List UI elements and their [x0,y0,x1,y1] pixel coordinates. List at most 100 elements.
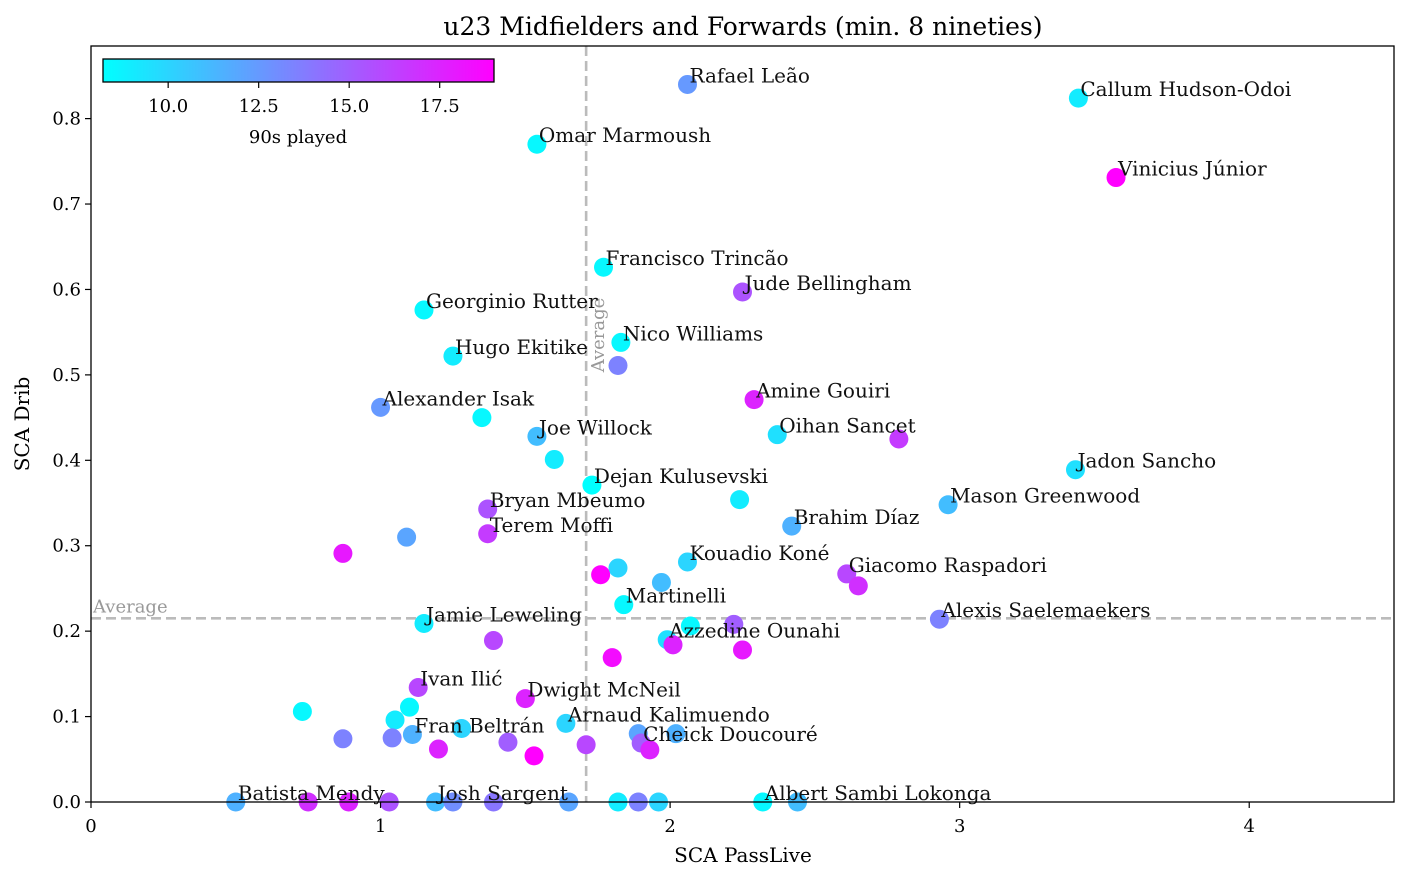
data-point [498,732,518,752]
data-point [527,134,547,154]
point-label: Jude Bellingham [743,271,912,295]
data-points [226,74,1126,812]
point-label: Rafael Leão [689,63,809,87]
data-point [472,408,492,428]
colorbar-ticks: 10.0 12.5 15.0 17.5 [148,82,460,117]
point-label: Bryan Mbeumo [490,488,646,512]
y-tick-label: 0.2 [52,621,81,642]
data-point [408,678,428,698]
point-label: Azzedine Ounahi [668,619,840,643]
x-tick-label: 2 [664,816,675,837]
data-point [333,543,353,563]
data-point [591,565,611,585]
data-point [478,524,498,544]
x-tick-label: 4 [1243,816,1254,837]
point-label: Ivan Ilić [420,667,502,691]
colorbar-gradient [102,58,495,83]
y-tick-label: 0.7 [52,194,81,215]
data-point [478,499,498,519]
data-point [1065,460,1085,480]
x-axis-ticks: 0 1 2 3 4 [85,802,1255,837]
point-label: Georginio Rutter [426,289,598,313]
data-point [782,516,802,536]
y-axis-ticks: 0.0 0.1 0.2 0.3 0.4 0.5 0.6 0.7 0.8 [52,109,91,813]
point-label: Kouadio Koné [689,541,829,565]
data-point [1068,88,1088,108]
point-label: Vinicius Júnior [1117,157,1267,181]
x-tick-label: 0 [85,816,96,837]
y-tick-label: 0.5 [52,365,81,386]
data-point [556,713,576,733]
data-point [938,495,958,515]
data-point [640,740,660,760]
data-point [608,558,628,578]
point-label: Josh Sargent [436,781,568,805]
data-point [733,282,752,302]
point-label: Jadon Sancho [1075,449,1216,473]
point-label: Fran Beltrán [414,714,544,738]
data-point [733,640,752,660]
y-tick-label: 0.1 [52,707,81,728]
data-point [371,397,391,417]
x-tick-label: 3 [954,816,965,837]
point-label: Dwight McNeil [527,678,680,702]
data-point [382,728,402,748]
point-label: Hugo Ekitike [455,335,588,359]
data-point [582,475,602,495]
point-label: Brahim Díaz [794,505,920,529]
point-label: Cheick Doucouré [643,722,818,746]
data-point [524,746,544,766]
point-label: Albert Sambi Lokonga [764,781,992,805]
point-label: Nico Williams [623,321,763,345]
data-point [515,689,535,709]
point-label: Omar Marmoush [539,123,711,147]
point-label: Martinelli [626,584,726,608]
data-point [397,527,417,547]
chart-title: u23 Midfielders and Forwards (min. 8 nin… [443,12,1042,41]
data-point [594,257,614,277]
colorbar: 10.0 12.5 15.0 17.5 90s played [102,58,495,148]
colorbar-tick-label: 17.5 [420,96,460,117]
data-point [443,346,463,366]
data-point [677,74,697,94]
colorbar-label: 90s played [249,127,347,148]
y-tick-label: 0.6 [52,279,81,300]
data-point [292,701,312,721]
point-labels: Rafael Leão Callum Hudson-Odoi Omar Marmou… [238,63,1292,805]
data-point [333,729,353,749]
y-tick-label: 0.3 [52,536,81,557]
point-label: Alexis Saelemaekers [940,598,1150,622]
data-point [428,739,448,759]
data-point [767,425,787,445]
data-point [929,609,949,629]
point-label: Jamie Leweling [424,602,582,626]
data-point [837,564,857,584]
point-label: Francisco Trincão [606,246,789,270]
point-label: Callum Hudson-Odoi [1080,77,1291,101]
colorbar-tick-label: 10.0 [148,96,188,117]
point-label: Alexander Isak [382,386,535,410]
data-point [663,635,683,655]
point-label: Amine Gouiri [755,379,890,403]
colorbar-tick-label: 12.5 [239,96,279,117]
y-tick-label: 0.8 [52,109,81,130]
y-tick-label: 0.4 [52,450,81,471]
point-label: Oihan Sancet [779,414,915,438]
data-point [576,735,596,755]
point-label: Joe Willock [537,415,653,439]
data-point [452,719,472,739]
x-axis-label: SCA PassLive [674,843,812,867]
data-point [611,332,631,352]
data-point [724,614,744,634]
data-point [744,390,764,410]
data-point [414,300,434,320]
y-tick-label: 0.0 [52,792,81,813]
data-point [614,595,634,615]
data-point [1106,168,1126,188]
point-label: Mason Greenwood [950,484,1140,508]
point-label: Giacomo Raspadori [849,553,1047,577]
point-label: Terem Moffi [490,513,613,537]
x-tick-label: 1 [375,816,386,837]
data-point [400,697,420,717]
